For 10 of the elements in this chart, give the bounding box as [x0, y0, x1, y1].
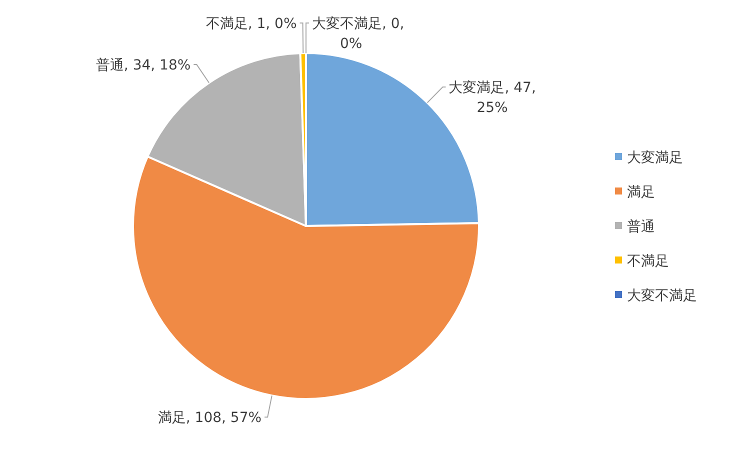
- data-label: 大変満足, 47, 25%: [448, 80, 536, 116]
- legend-label: 大変満足: [627, 150, 683, 166]
- legend-label: 満足: [627, 184, 655, 200]
- text: 大変不満足, 0, 0%: [312, 16, 404, 52]
- legend-label: 大変不満足: [627, 288, 697, 304]
- data-label: 普通, 34, 18%: [96, 56, 191, 74]
- data-label: 不満足, 1, 0%: [206, 16, 297, 32]
- legend-label: 普通: [627, 218, 655, 235]
- data-label: 満足, 108, 57%: [158, 410, 262, 426]
- legend-label: 不満足: [627, 254, 669, 270]
